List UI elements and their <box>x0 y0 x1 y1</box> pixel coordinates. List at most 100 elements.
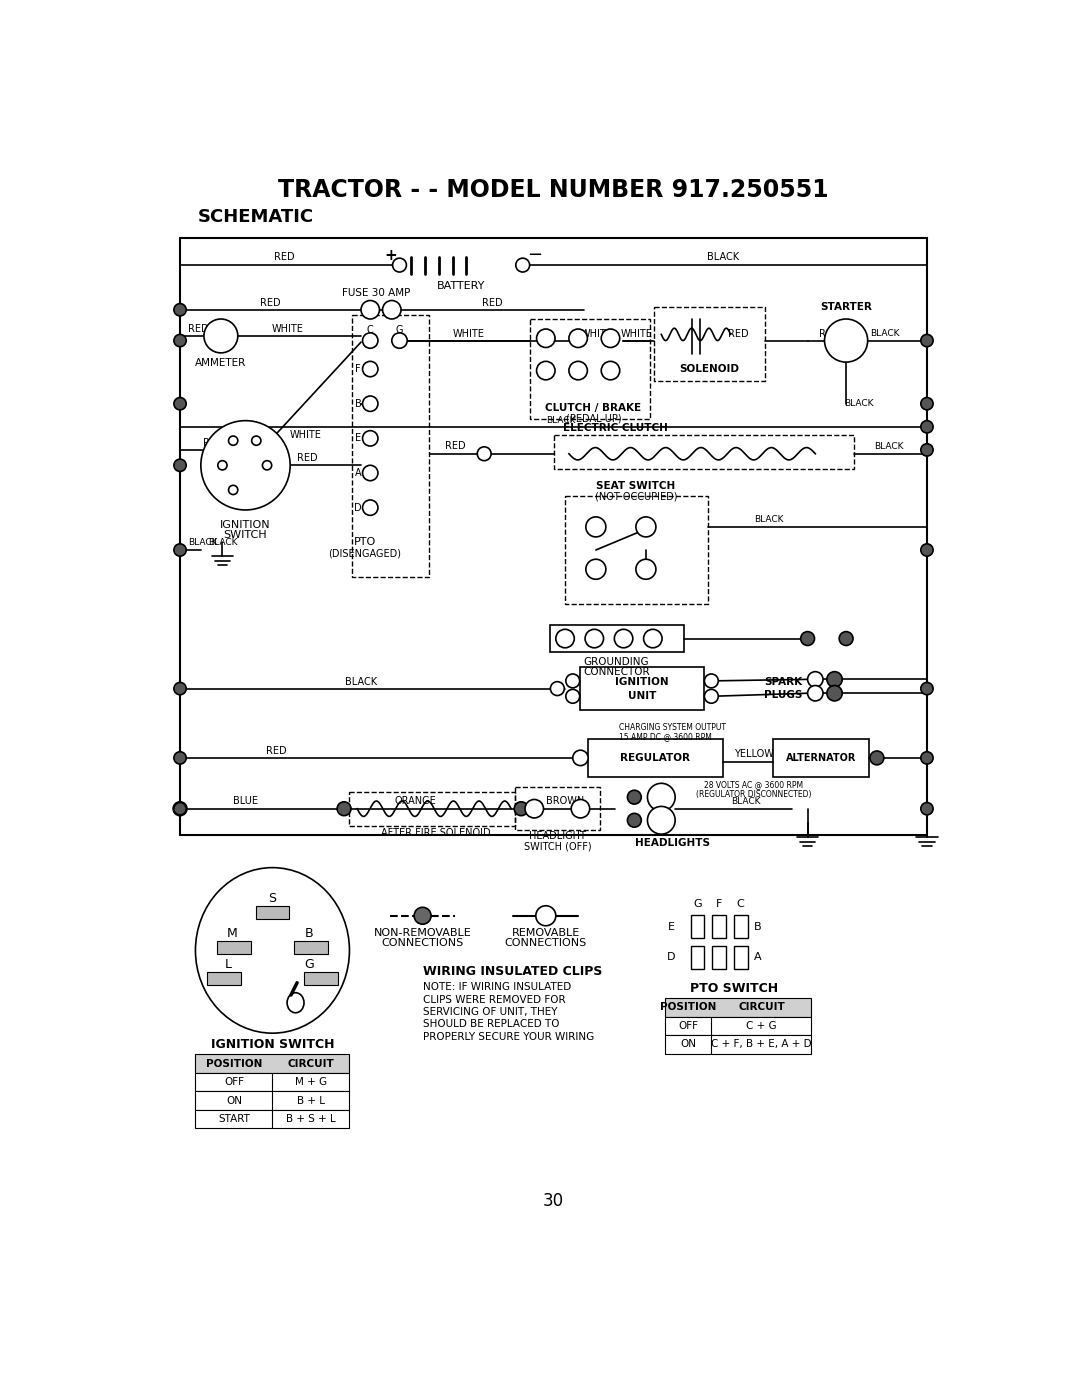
Bar <box>690 946 704 969</box>
Ellipse shape <box>287 993 305 1013</box>
Text: HEADLIGHT: HEADLIGHT <box>529 832 585 842</box>
Circle shape <box>636 560 656 579</box>
Text: C: C <box>737 899 744 909</box>
Text: SWITCH: SWITCH <box>224 529 268 539</box>
Circle shape <box>392 333 407 348</box>
Circle shape <box>921 334 933 346</box>
Text: PTO SWITCH: PTO SWITCH <box>690 982 779 996</box>
Text: START: START <box>218 1114 249 1123</box>
Text: B: B <box>230 443 237 454</box>
Circle shape <box>704 674 718 688</box>
Text: S: S <box>253 443 259 454</box>
Bar <box>550 624 685 652</box>
Text: IGNITION: IGNITION <box>616 678 669 688</box>
Bar <box>712 914 726 938</box>
Text: WHITE: WHITE <box>581 330 612 340</box>
Circle shape <box>585 560 606 579</box>
Text: POSITION: POSITION <box>660 1002 716 1012</box>
Text: NOTE: IF WIRING INSULATED: NOTE: IF WIRING INSULATED <box>422 982 571 993</box>
Text: S: S <box>269 891 276 905</box>
Circle shape <box>174 397 186 410</box>
Circle shape <box>174 803 186 815</box>
Circle shape <box>585 630 604 648</box>
Text: M: M <box>225 461 233 470</box>
Text: SERVICING OF UNIT, THEY: SERVICING OF UNIT, THEY <box>422 1006 557 1018</box>
Text: BLACK: BLACK <box>731 796 760 806</box>
Text: (REGULATOR DISCONNECTED): (REGULATOR DISCONNECTED) <box>696 789 811 799</box>
Text: SEAT SWITCH: SEAT SWITCH <box>596 481 675 491</box>
Text: REGULATOR: REGULATOR <box>620 754 690 763</box>
Text: BLACK: BLACK <box>869 329 900 338</box>
Text: L: L <box>225 958 231 971</box>
Text: C + F, B + E, A + D: C + F, B + E, A + D <box>711 1040 812 1049</box>
Circle shape <box>569 329 588 348</box>
Circle shape <box>647 806 675 835</box>
Bar <box>665 998 811 1016</box>
Text: SCHEMATIC: SCHEMATIC <box>198 209 314 227</box>
Text: 28 VOLTS AC @ 3600 RPM: 28 VOLTS AC @ 3600 RPM <box>704 781 804 789</box>
Circle shape <box>602 362 620 380</box>
Circle shape <box>363 396 378 411</box>
Text: D: D <box>667 953 676 962</box>
Circle shape <box>827 671 842 688</box>
Circle shape <box>647 784 675 811</box>
Circle shape <box>800 631 814 645</box>
Bar <box>530 319 650 419</box>
Bar <box>733 946 747 969</box>
Circle shape <box>921 421 933 433</box>
Circle shape <box>827 686 842 701</box>
Circle shape <box>514 802 528 815</box>
Circle shape <box>363 333 378 348</box>
Bar <box>665 1035 811 1053</box>
Text: OFF: OFF <box>678 1020 699 1031</box>
Circle shape <box>536 906 556 925</box>
Text: CHARGING SYSTEM OUTPUT: CHARGING SYSTEM OUTPUT <box>619 723 726 732</box>
Text: E: E <box>667 921 675 931</box>
Bar <box>350 792 515 825</box>
Circle shape <box>174 682 186 694</box>
Circle shape <box>392 258 406 272</box>
Circle shape <box>229 436 238 446</box>
Text: CLIPS WERE REMOVED FOR: CLIPS WERE REMOVED FOR <box>422 994 565 1005</box>
Bar <box>712 946 726 969</box>
Text: (DISENGAGED): (DISENGAGED) <box>328 549 402 558</box>
Text: BROWN: BROWN <box>545 796 584 806</box>
Circle shape <box>537 329 555 348</box>
Circle shape <box>602 329 620 348</box>
Bar <box>180 238 927 835</box>
Text: FUSE 30 AMP: FUSE 30 AMP <box>342 287 410 298</box>
Text: SWITCH (OFF): SWITCH (OFF) <box>524 842 591 851</box>
Bar <box>554 434 854 469</box>
Bar <box>256 906 289 918</box>
Circle shape <box>870 751 883 764</box>
Circle shape <box>556 630 575 648</box>
Text: D: D <box>354 503 362 513</box>
Text: BLACK: BLACK <box>188 538 218 547</box>
Circle shape <box>571 799 590 818</box>
Text: OFF: OFF <box>224 1077 244 1088</box>
Text: RED: RED <box>297 454 318 463</box>
Circle shape <box>569 362 588 380</box>
Text: GROUNDING: GROUNDING <box>584 657 649 667</box>
Text: A: A <box>754 953 761 962</box>
Circle shape <box>839 631 853 645</box>
Text: G: G <box>693 899 702 909</box>
Bar <box>773 738 869 777</box>
Text: POSITION: POSITION <box>206 1059 262 1068</box>
Text: IGNITION SWITCH: IGNITION SWITCH <box>211 1038 334 1050</box>
Text: NON-REMOVABLE: NON-REMOVABLE <box>374 928 472 938</box>
Text: WHITE: WHITE <box>453 330 485 340</box>
Circle shape <box>337 802 351 815</box>
Circle shape <box>921 444 933 456</box>
Circle shape <box>174 334 186 346</box>
Text: RED: RED <box>728 330 748 340</box>
Circle shape <box>262 461 272 470</box>
Text: WHITE: WHITE <box>272 324 303 334</box>
Circle shape <box>363 430 378 446</box>
Circle shape <box>615 630 633 648</box>
Circle shape <box>174 752 186 765</box>
Bar <box>565 496 707 604</box>
Text: A: A <box>216 329 226 342</box>
Text: STARTER: STARTER <box>820 302 872 312</box>
Circle shape <box>627 814 642 828</box>
